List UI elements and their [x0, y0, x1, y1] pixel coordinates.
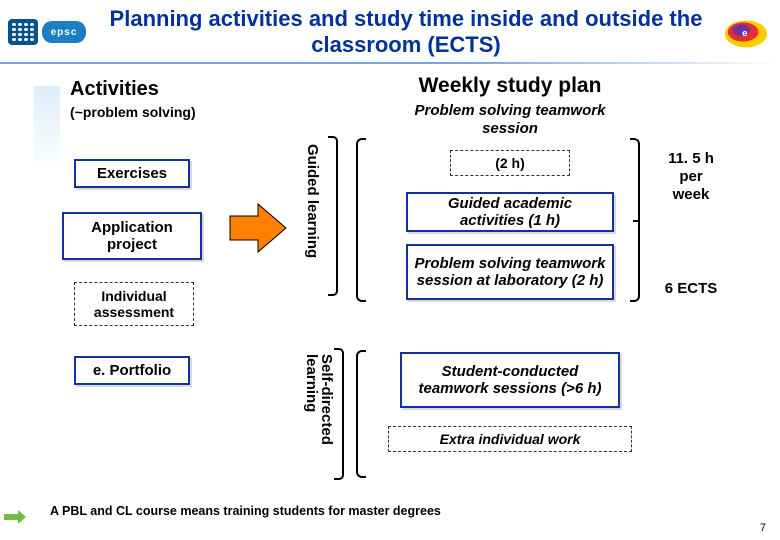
guided-item-2: Guided academic activities (1 h) — [406, 192, 614, 232]
upc-logo-icon — [8, 19, 38, 45]
bracket-self-open — [334, 348, 344, 480]
label-self-directed: Self-directed learning — [304, 354, 334, 504]
right-logo-icon: e — [722, 12, 770, 52]
arrow-icon — [228, 198, 288, 258]
svg-text:e: e — [742, 28, 747, 39]
box-application-project: Application project — [62, 212, 202, 260]
self-item-2: Extra individual work — [388, 426, 632, 452]
bracket-guided-left — [356, 138, 366, 302]
self-item-1: Student-conducted teamwork sessions (>6 … — [400, 352, 620, 408]
box-exercises: Exercises — [74, 159, 190, 188]
header: epsc Planning activities and study time … — [0, 0, 780, 60]
weekly-plan-heading: Weekly study plan — [380, 74, 640, 98]
bracket-guided-open — [328, 136, 338, 296]
note-ects: 6 ECTS — [652, 280, 730, 297]
weekly-plan-subheading: Problem solving teamwork session — [400, 102, 620, 138]
note-hours-line3: week — [656, 186, 726, 204]
activities-subheading: (~problem solving) — [70, 104, 196, 120]
bullet-icon — [4, 508, 26, 526]
box-individual-assessment: Individual assessment — [74, 282, 194, 326]
label-guided-learning: Guided learning — [304, 144, 321, 258]
footer-text: A PBL and CL course means training stude… — [0, 504, 780, 518]
bracket-self-left — [356, 350, 366, 478]
note-hours-line1: 11. 5 h — [656, 150, 726, 168]
note-hours: 11. 5 h per week — [656, 150, 726, 204]
page-number: 7 — [760, 522, 766, 534]
activities-heading: Activities — [70, 78, 159, 101]
content-area: Activities (~problem solving) Exercises … — [0, 64, 780, 504]
bracket-guided-right — [630, 138, 640, 302]
guided-item-3: Problem solving teamwork session at labo… — [406, 244, 614, 300]
note-hours-line2: per — [656, 168, 726, 186]
page-title: Planning activities and study time insid… — [90, 6, 718, 58]
guided-item-1: (2 h) — [450, 150, 570, 176]
epsc-logo-icon: epsc — [42, 21, 86, 43]
box-eportfolio: e. Portfolio — [74, 356, 190, 385]
